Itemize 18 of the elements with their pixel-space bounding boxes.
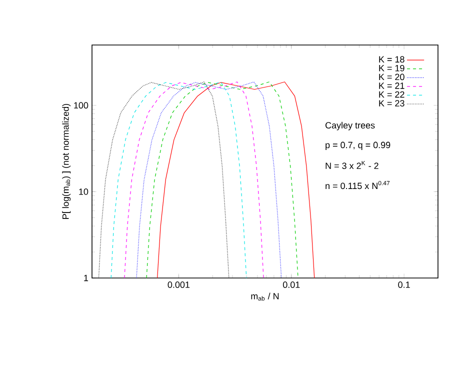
legend-label: K = 19 [379,64,404,72]
y-tick-label: 100 [74,102,88,109]
annotation: Cayley trees [326,122,375,130]
legend-label: K = 23 [379,100,404,106]
legend-label: K = 18 [379,56,404,63]
annotation: p = 0.7, q = 0.99 [326,142,390,150]
x-tick-label: 0.01 [282,282,300,288]
y-axis-title: P[ log(m$_{ab}$) ] (not normalized) [62,104,71,219]
x-tick-label: 0.001 [168,282,190,288]
x-axis-title: m$_{ab}$ / N [251,292,279,301]
legend-label: K = 20 [379,74,404,80]
annotation: N = 3 x 2$^{K}$ - 2 [326,160,378,170]
legend-label: K = 22 [379,91,404,98]
annotation: n = 0.115 x N$^{0.47}$ [326,180,390,190]
y-tick-label: 10 [79,188,88,195]
legend-label: K = 21 [379,82,404,89]
y-tick-label: 1 [84,274,88,282]
x-tick-label: 0.1 [398,282,410,288]
